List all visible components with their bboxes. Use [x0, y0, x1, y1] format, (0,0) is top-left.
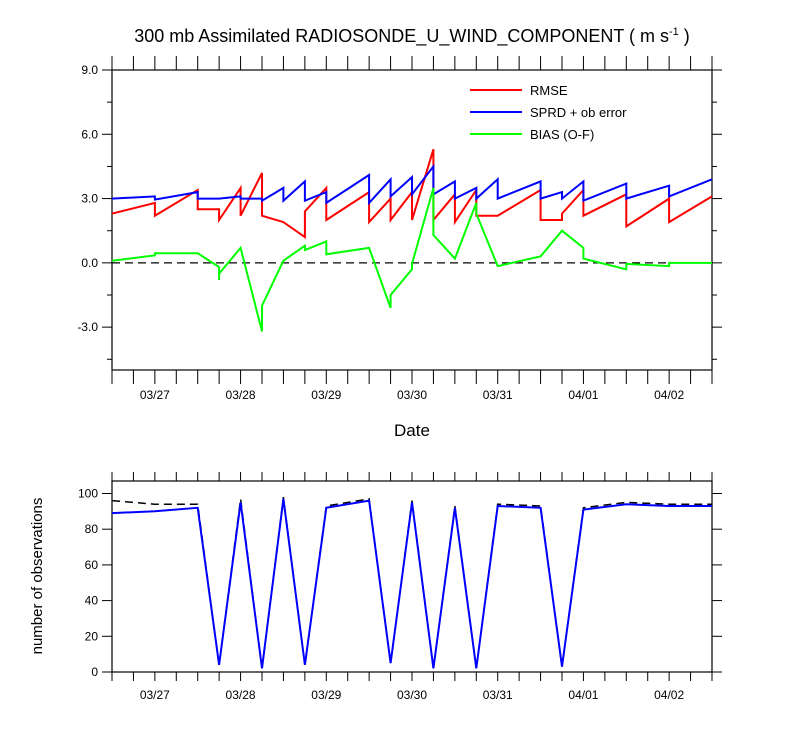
legend-label: RMSE	[530, 83, 568, 98]
y-tick-label: 9.0	[81, 63, 98, 77]
y-tick-label: 80	[85, 522, 99, 536]
x-tick-label: 03/27	[140, 688, 170, 702]
x-tick-label: 04/02	[654, 688, 684, 702]
y-tick-label: 6.0	[81, 127, 98, 141]
x-tick-label: 03/27	[140, 388, 170, 402]
x-tick-label: 03/31	[483, 688, 513, 702]
series-line-observations-possible	[111, 497, 712, 669]
series-line-sprd-ob-error	[111, 163, 713, 206]
y-tick-label: 0.0	[81, 256, 98, 270]
y-axis-label-observations: number of observations	[29, 498, 46, 655]
legend-label: SPRD + ob error	[530, 105, 627, 120]
x-tick-label: 03/30	[397, 388, 427, 402]
bottom-plot: 0 20 40 60 80 100 03/27 03/28 03/29 03/30 03/31 04/…	[78, 472, 722, 702]
x-tick-label: 03/29	[311, 388, 341, 402]
y-tick-label: 20	[85, 629, 99, 643]
y-tick-label: 60	[85, 558, 99, 572]
x-tick-label: 03/31	[483, 388, 513, 402]
series-line-rmse	[111, 149, 713, 240]
top-plot: -3.0 0.0 3.0 6.0 9.0 03/27 03/28 03/29 03/30 03/3…	[77, 56, 722, 402]
y-tick-label: -3.0	[77, 320, 98, 334]
y-tick-label: 40	[85, 594, 99, 608]
y-tick-label: 3.0	[81, 192, 98, 206]
x-tick-label: 03/28	[226, 388, 256, 402]
series-line-bias-o-f	[111, 187, 712, 332]
x-tick-label: 03/28	[226, 688, 256, 702]
x-axis-label: Date	[394, 421, 430, 440]
y-tick-label: 100	[78, 486, 98, 500]
x-tick-label: 04/01	[568, 688, 598, 702]
x-tick-label: 03/30	[397, 688, 427, 702]
x-tick-label: 04/02	[654, 388, 684, 402]
x-tick-label: 04/01	[568, 388, 598, 402]
legend-label: BIAS (O-F)	[530, 127, 594, 142]
chart-title: 300 mb Assimilated RADIOSONDE_U_WIND_COM…	[134, 26, 690, 47]
x-tick-label: 03/29	[311, 688, 341, 702]
y-tick-label: 0	[91, 665, 98, 679]
series-line-observations-assimilated	[111, 498, 712, 669]
